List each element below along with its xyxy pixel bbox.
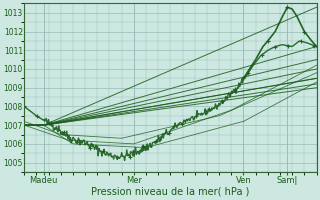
- X-axis label: Pression niveau de la mer( hPa ): Pression niveau de la mer( hPa ): [91, 187, 250, 197]
